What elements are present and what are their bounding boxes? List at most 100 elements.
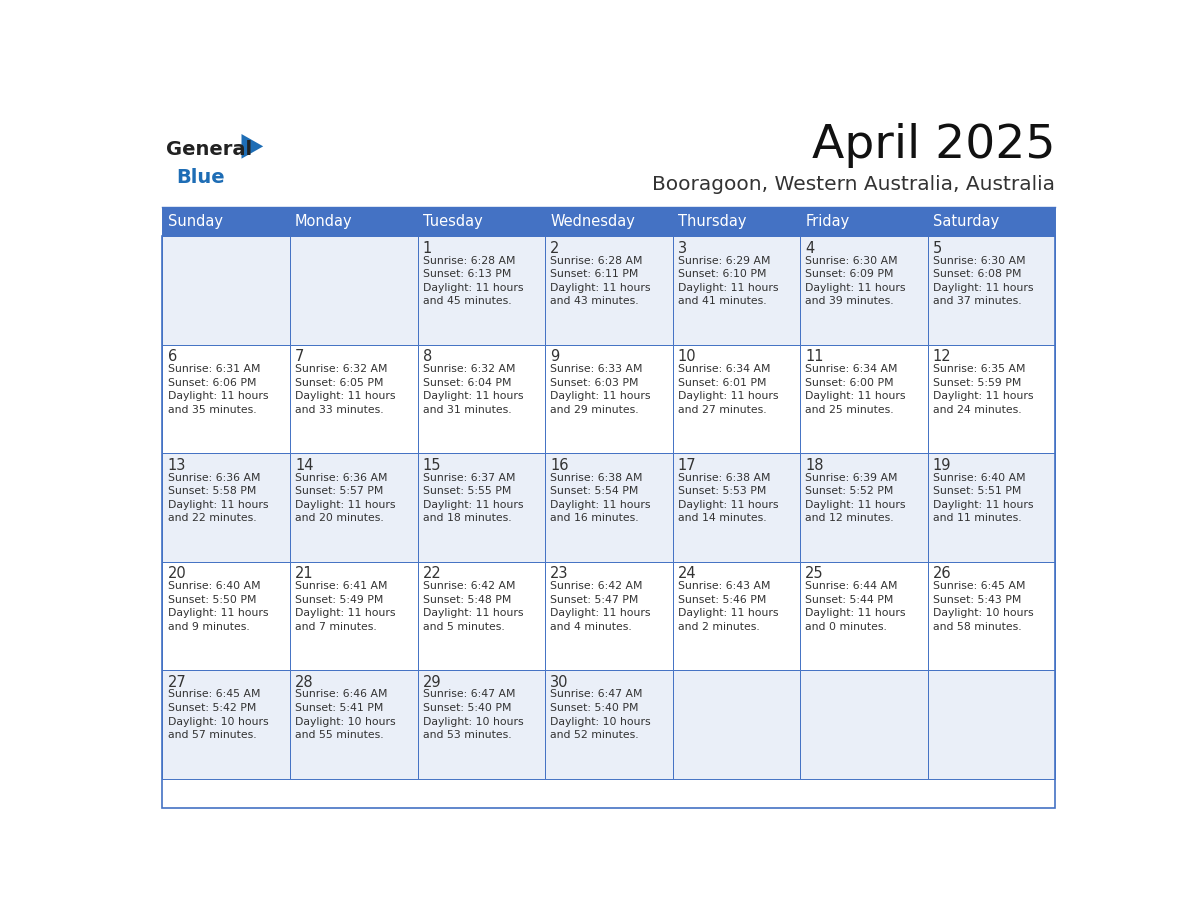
Bar	[545, 453, 672, 562]
Bar	[163, 207, 290, 237]
Bar	[672, 345, 801, 453]
Text: 26: 26	[933, 566, 952, 581]
Text: Sunrise: 6:40 AM
Sunset: 5:50 PM
Daylight: 11 hours
and 9 minutes.: Sunrise: 6:40 AM Sunset: 5:50 PM Dayligh…	[168, 581, 268, 632]
Bar	[163, 453, 290, 562]
Bar	[801, 670, 928, 778]
Text: Sunrise: 6:34 AM
Sunset: 6:01 PM
Daylight: 11 hours
and 27 minutes.: Sunrise: 6:34 AM Sunset: 6:01 PM Dayligh…	[677, 364, 778, 415]
Text: 1: 1	[423, 241, 432, 256]
Bar	[163, 237, 1055, 808]
Text: Monday: Monday	[295, 214, 353, 230]
Text: 14: 14	[295, 458, 314, 473]
Text: 12: 12	[933, 350, 952, 364]
Bar	[290, 207, 417, 237]
Text: Thursday: Thursday	[677, 214, 746, 230]
Bar	[417, 207, 545, 237]
Text: Sunrise: 6:38 AM
Sunset: 5:53 PM
Daylight: 11 hours
and 14 minutes.: Sunrise: 6:38 AM Sunset: 5:53 PM Dayligh…	[677, 473, 778, 523]
Bar	[801, 562, 928, 670]
Bar	[672, 562, 801, 670]
Text: Sunrise: 6:41 AM
Sunset: 5:49 PM
Daylight: 11 hours
and 7 minutes.: Sunrise: 6:41 AM Sunset: 5:49 PM Dayligh…	[295, 581, 396, 632]
Bar	[801, 207, 928, 237]
Bar	[290, 237, 417, 345]
Bar	[290, 453, 417, 562]
Bar	[928, 207, 1055, 237]
Bar	[928, 562, 1055, 670]
Text: Wednesday: Wednesday	[550, 214, 636, 230]
Text: Sunrise: 6:45 AM
Sunset: 5:43 PM
Daylight: 10 hours
and 58 minutes.: Sunrise: 6:45 AM Sunset: 5:43 PM Dayligh…	[933, 581, 1034, 632]
Text: Sunrise: 6:28 AM
Sunset: 6:11 PM
Daylight: 11 hours
and 43 minutes.: Sunrise: 6:28 AM Sunset: 6:11 PM Dayligh…	[550, 256, 651, 307]
Text: 10: 10	[677, 350, 696, 364]
Bar	[928, 237, 1055, 345]
Bar	[801, 345, 928, 453]
Bar	[417, 670, 545, 778]
Bar	[928, 670, 1055, 778]
Polygon shape	[241, 134, 264, 159]
Text: Sunrise: 6:35 AM
Sunset: 5:59 PM
Daylight: 11 hours
and 24 minutes.: Sunrise: 6:35 AM Sunset: 5:59 PM Dayligh…	[933, 364, 1034, 415]
Text: Tuesday: Tuesday	[423, 214, 482, 230]
Text: 29: 29	[423, 675, 441, 689]
Bar	[672, 207, 801, 237]
Text: 27: 27	[168, 675, 187, 689]
Bar	[417, 562, 545, 670]
Text: Sunrise: 6:38 AM
Sunset: 5:54 PM
Daylight: 11 hours
and 16 minutes.: Sunrise: 6:38 AM Sunset: 5:54 PM Dayligh…	[550, 473, 651, 523]
Bar	[290, 562, 417, 670]
Bar	[417, 345, 545, 453]
Text: Sunrise: 6:40 AM
Sunset: 5:51 PM
Daylight: 11 hours
and 11 minutes.: Sunrise: 6:40 AM Sunset: 5:51 PM Dayligh…	[933, 473, 1034, 523]
Text: Sunrise: 6:42 AM
Sunset: 5:47 PM
Daylight: 11 hours
and 4 minutes.: Sunrise: 6:42 AM Sunset: 5:47 PM Dayligh…	[550, 581, 651, 632]
Text: Booragoon, Western Australia, Australia: Booragoon, Western Australia, Australia	[652, 174, 1055, 194]
Text: Sunrise: 6:34 AM
Sunset: 6:00 PM
Daylight: 11 hours
and 25 minutes.: Sunrise: 6:34 AM Sunset: 6:00 PM Dayligh…	[805, 364, 905, 415]
Text: 15: 15	[423, 458, 441, 473]
Bar	[290, 345, 417, 453]
Text: 7: 7	[295, 350, 304, 364]
Text: Sunrise: 6:31 AM
Sunset: 6:06 PM
Daylight: 11 hours
and 35 minutes.: Sunrise: 6:31 AM Sunset: 6:06 PM Dayligh…	[168, 364, 268, 415]
Text: 5: 5	[933, 241, 942, 256]
Text: Sunrise: 6:30 AM
Sunset: 6:09 PM
Daylight: 11 hours
and 39 minutes.: Sunrise: 6:30 AM Sunset: 6:09 PM Dayligh…	[805, 256, 905, 307]
Bar	[928, 453, 1055, 562]
Bar	[801, 237, 928, 345]
Text: Friday: Friday	[805, 214, 849, 230]
Bar	[163, 345, 290, 453]
Bar	[928, 345, 1055, 453]
Text: Sunrise: 6:30 AM
Sunset: 6:08 PM
Daylight: 11 hours
and 37 minutes.: Sunrise: 6:30 AM Sunset: 6:08 PM Dayligh…	[933, 256, 1034, 307]
Bar	[417, 453, 545, 562]
Text: Sunrise: 6:28 AM
Sunset: 6:13 PM
Daylight: 11 hours
and 45 minutes.: Sunrise: 6:28 AM Sunset: 6:13 PM Dayligh…	[423, 256, 523, 307]
Text: Sunrise: 6:44 AM
Sunset: 5:44 PM
Daylight: 11 hours
and 0 minutes.: Sunrise: 6:44 AM Sunset: 5:44 PM Dayligh…	[805, 581, 905, 632]
Text: General: General	[166, 140, 252, 160]
Bar	[672, 670, 801, 778]
Text: 25: 25	[805, 566, 824, 581]
Text: 22: 22	[423, 566, 442, 581]
Text: 9: 9	[550, 350, 560, 364]
Text: Sunrise: 6:43 AM
Sunset: 5:46 PM
Daylight: 11 hours
and 2 minutes.: Sunrise: 6:43 AM Sunset: 5:46 PM Dayligh…	[677, 581, 778, 632]
Text: 11: 11	[805, 350, 823, 364]
Text: Sunrise: 6:29 AM
Sunset: 6:10 PM
Daylight: 11 hours
and 41 minutes.: Sunrise: 6:29 AM Sunset: 6:10 PM Dayligh…	[677, 256, 778, 307]
Bar	[545, 237, 672, 345]
Text: Sunrise: 6:46 AM
Sunset: 5:41 PM
Daylight: 10 hours
and 55 minutes.: Sunrise: 6:46 AM Sunset: 5:41 PM Dayligh…	[295, 689, 396, 740]
Bar	[417, 237, 545, 345]
Bar	[545, 207, 672, 237]
Text: April 2025: April 2025	[811, 123, 1055, 168]
Text: Sunrise: 6:32 AM
Sunset: 6:04 PM
Daylight: 11 hours
and 31 minutes.: Sunrise: 6:32 AM Sunset: 6:04 PM Dayligh…	[423, 364, 523, 415]
Text: 21: 21	[295, 566, 314, 581]
Text: 4: 4	[805, 241, 815, 256]
Text: Sunrise: 6:45 AM
Sunset: 5:42 PM
Daylight: 10 hours
and 57 minutes.: Sunrise: 6:45 AM Sunset: 5:42 PM Dayligh…	[168, 689, 268, 740]
Text: 24: 24	[677, 566, 696, 581]
Bar	[672, 237, 801, 345]
Bar	[163, 237, 290, 345]
Bar	[545, 562, 672, 670]
Text: 23: 23	[550, 566, 569, 581]
Text: Sunrise: 6:36 AM
Sunset: 5:57 PM
Daylight: 11 hours
and 20 minutes.: Sunrise: 6:36 AM Sunset: 5:57 PM Dayligh…	[295, 473, 396, 523]
Text: Sunrise: 6:32 AM
Sunset: 6:05 PM
Daylight: 11 hours
and 33 minutes.: Sunrise: 6:32 AM Sunset: 6:05 PM Dayligh…	[295, 364, 396, 415]
Text: Saturday: Saturday	[933, 214, 999, 230]
Text: Sunrise: 6:33 AM
Sunset: 6:03 PM
Daylight: 11 hours
and 29 minutes.: Sunrise: 6:33 AM Sunset: 6:03 PM Dayligh…	[550, 364, 651, 415]
Text: 2: 2	[550, 241, 560, 256]
Text: 18: 18	[805, 458, 823, 473]
Bar	[545, 670, 672, 778]
Bar	[290, 670, 417, 778]
Bar	[163, 670, 290, 778]
Text: Sunrise: 6:39 AM
Sunset: 5:52 PM
Daylight: 11 hours
and 12 minutes.: Sunrise: 6:39 AM Sunset: 5:52 PM Dayligh…	[805, 473, 905, 523]
Bar	[163, 562, 290, 670]
Text: Sunrise: 6:47 AM
Sunset: 5:40 PM
Daylight: 10 hours
and 52 minutes.: Sunrise: 6:47 AM Sunset: 5:40 PM Dayligh…	[550, 689, 651, 740]
Text: 3: 3	[677, 241, 687, 256]
Text: Sunrise: 6:36 AM
Sunset: 5:58 PM
Daylight: 11 hours
and 22 minutes.: Sunrise: 6:36 AM Sunset: 5:58 PM Dayligh…	[168, 473, 268, 523]
Text: 17: 17	[677, 458, 696, 473]
Text: 8: 8	[423, 350, 432, 364]
